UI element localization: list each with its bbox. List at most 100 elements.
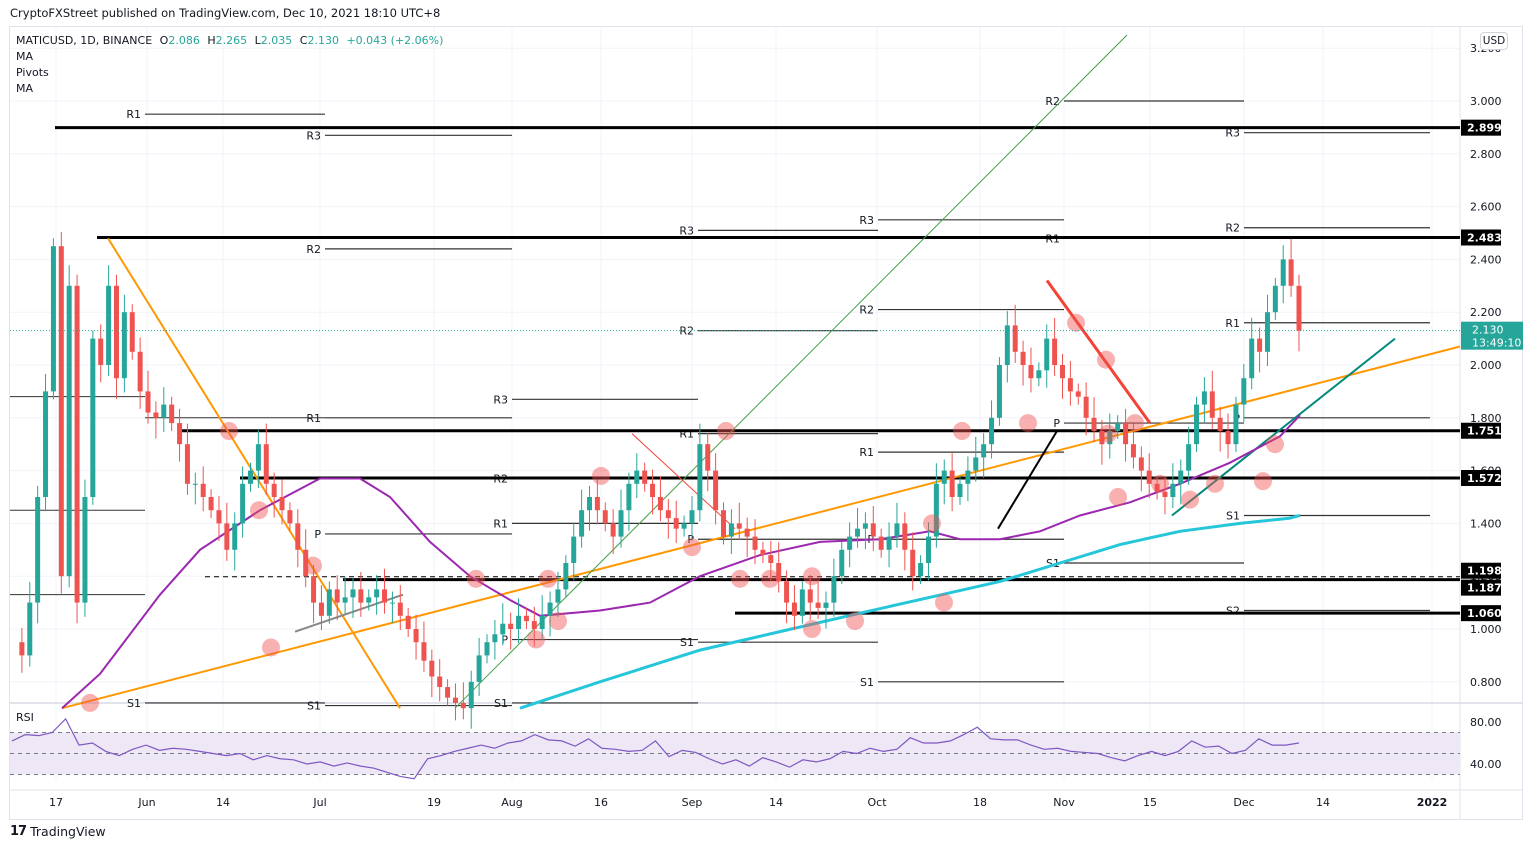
low-value: 2.035 (260, 34, 293, 47)
svg-text:1.198: 1.198 (1467, 565, 1502, 578)
svg-text:R2: R2 (306, 243, 321, 256)
svg-text:1.572: 1.572 (1467, 472, 1502, 485)
time-tick: 14 (1316, 796, 1330, 809)
svg-text:R1: R1 (493, 517, 508, 530)
svg-text:S1: S1 (860, 676, 874, 689)
time-tick: Aug (501, 796, 522, 809)
black-trendline (997, 430, 1058, 530)
indicator-ma-2[interactable]: MA (16, 82, 34, 95)
high-label: H (207, 34, 216, 47)
open-label: O (159, 34, 169, 47)
svg-text:R1: R1 (1225, 317, 1240, 330)
price-tick: 1.400 (1470, 517, 1502, 530)
rsi-label[interactable]: RSI (16, 711, 34, 724)
svg-text:R1: R1 (859, 446, 874, 459)
svg-text:P: P (687, 533, 694, 546)
svg-text:S1: S1 (307, 700, 321, 713)
svg-text:R2: R2 (679, 325, 694, 338)
time-tick: Dec (1233, 796, 1254, 809)
price-tick: 2.200 (1470, 306, 1502, 319)
time-tick: Nov (1053, 796, 1075, 809)
svg-text:R2: R2 (1045, 95, 1060, 108)
level-label (1461, 229, 1501, 246)
indicator-pivots[interactable]: Pivots (16, 66, 49, 79)
svg-text:2.899: 2.899 (1467, 122, 1502, 135)
candles (19, 231, 1302, 729)
time-tick: 2022 (1417, 796, 1448, 809)
price-tick: 1.000 (1470, 623, 1502, 636)
price-tick: 1.800 (1470, 412, 1502, 425)
svg-text:R3: R3 (493, 393, 508, 406)
price-tick: 2.800 (1470, 148, 1502, 161)
time-tick: Jul (312, 796, 326, 809)
key-levels (55, 126, 1460, 615)
svg-text:P: P (1053, 417, 1060, 430)
price-tick: 3.000 (1470, 95, 1502, 108)
svg-text:R3: R3 (679, 224, 694, 237)
price-tick: 2.600 (1470, 201, 1502, 214)
green-trendline (454, 34, 1128, 709)
high-value: 2.265 (215, 34, 248, 47)
time-tick: 18 (973, 796, 987, 809)
svg-text:2.130: 2.130 (1472, 324, 1504, 337)
svg-text:S1: S1 (1226, 509, 1240, 522)
change-value: +0.043 (+2.06%) (346, 34, 444, 47)
price-tick: 0.800 (1470, 676, 1502, 689)
orange-trendline-falling (107, 237, 401, 709)
rsi-tick: 80.00 (1470, 716, 1502, 729)
price-tick: 2.400 (1470, 253, 1502, 266)
level-label (1461, 422, 1501, 439)
orange-trendline-rising (61, 345, 1461, 710)
svg-text:S1: S1 (680, 636, 694, 649)
svg-text:R2: R2 (859, 304, 874, 317)
time-tick: Sep (682, 796, 703, 809)
svg-text:P: P (314, 528, 321, 541)
svg-text:S1: S1 (127, 697, 141, 710)
level-label (1461, 579, 1501, 596)
time-tick: 14 (216, 796, 230, 809)
indicator-ma-1[interactable]: MA (16, 50, 34, 63)
red-trendline-bold (1045, 279, 1152, 424)
svg-text:1.060: 1.060 (1467, 607, 1502, 620)
svg-text:13:49:10: 13:49:10 (1472, 337, 1521, 350)
svg-text:P: P (501, 634, 508, 647)
teal-trendline (1171, 337, 1396, 517)
svg-text:S2: S2 (1226, 605, 1240, 618)
low-label: L (254, 34, 261, 47)
ma-short-line (61, 414, 1301, 709)
time-tick: 19 (427, 796, 441, 809)
level-label (1461, 605, 1501, 622)
chart-legend: MATICUSD, 1D, BINANCE O2.086 H2.265 L2.0… (16, 33, 443, 97)
red-trendline-thin (631, 433, 736, 530)
svg-text:R2: R2 (1225, 222, 1240, 235)
tradingview-logo-icon: 17 (10, 824, 27, 839)
svg-text:R3: R3 (306, 129, 321, 142)
svg-text:1.187: 1.187 (1467, 582, 1502, 595)
svg-text:R1: R1 (126, 108, 141, 121)
svg-text:1.751: 1.751 (1467, 425, 1502, 438)
level-label (1461, 119, 1501, 136)
level-label (1461, 469, 1501, 486)
open-value: 2.086 (168, 34, 200, 47)
price-tick: 2.000 (1470, 359, 1502, 372)
time-tick: 16 (594, 796, 608, 809)
close-label: C (299, 34, 308, 47)
svg-text:R3: R3 (859, 214, 874, 227)
level-label (1461, 562, 1501, 579)
rsi-line (11, 717, 1300, 780)
time-tick: Oct (867, 796, 887, 809)
rsi-tick: 40.00 (1470, 758, 1502, 771)
footer: 17 TradingView (10, 824, 106, 839)
touch-markers (81, 313, 1284, 712)
svg-text:S1: S1 (494, 697, 508, 710)
svg-text:R3: R3 (1225, 127, 1240, 140)
time-tick: 15 (1143, 796, 1157, 809)
svg-text:2.483: 2.483 (1467, 231, 1502, 244)
symbol-info: MATICUSD, 1D, BINANCE (16, 34, 153, 47)
close-value: 2.130 (307, 34, 339, 47)
chart-frame (9, 26, 1523, 820)
time-tick: 14 (769, 796, 783, 809)
currency-button[interactable]: USD (1480, 32, 1508, 50)
time-tick: Jun (137, 796, 155, 809)
